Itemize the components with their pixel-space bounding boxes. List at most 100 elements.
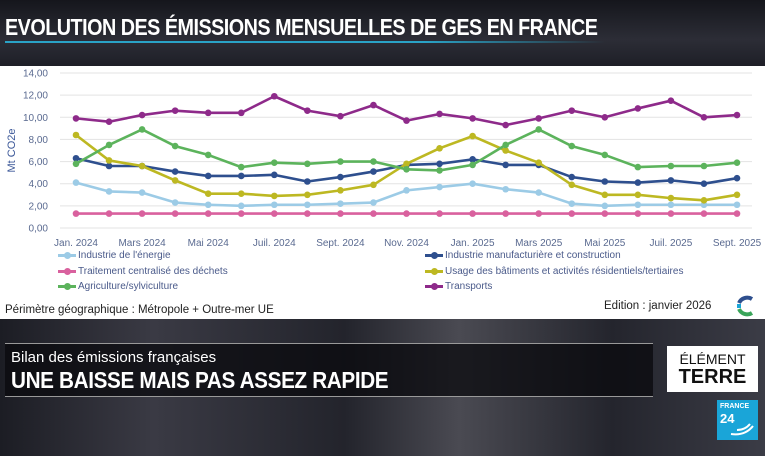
data-point (304, 191, 311, 199)
data-point (72, 160, 80, 168)
channel-logo-line1: FRANCE (720, 403, 750, 410)
data-point (733, 111, 741, 119)
line-chart: 0,00 2,00 4,00 6,00 8,00 10,00 12,00 14,00 Mt CO… (6, 69, 762, 250)
data-point (700, 113, 708, 121)
data-point (370, 210, 377, 217)
data-point (634, 201, 642, 209)
legend-swatch (58, 268, 76, 275)
data-point (370, 181, 377, 189)
data-point (271, 192, 278, 200)
x-tick-label: Jan. 2024 (54, 238, 98, 249)
data-point (601, 202, 609, 210)
data-point (204, 210, 212, 217)
data-point (502, 185, 509, 193)
data-point (304, 160, 311, 168)
data-point (370, 158, 377, 165)
data-point (667, 97, 675, 104)
data-point (72, 131, 80, 139)
data-point (535, 210, 542, 217)
data-point (72, 179, 80, 186)
data-point (436, 167, 443, 174)
data-point (502, 210, 509, 217)
data-point (568, 181, 576, 189)
data-point (337, 187, 344, 194)
data-point (634, 163, 642, 171)
data-point (469, 161, 476, 169)
data-point (72, 210, 80, 217)
y-tick-label: 12,00 (23, 91, 48, 102)
data-point (667, 210, 675, 217)
source-logo-icon (737, 295, 754, 317)
data-point (436, 183, 443, 191)
data-point (667, 201, 675, 209)
data-point (502, 141, 509, 149)
show-logo: ÉLÉMENT TERRE (667, 346, 758, 392)
y-tick-label: 0,00 (29, 224, 49, 235)
data-point (634, 210, 642, 217)
data-point (204, 172, 212, 180)
data-point (171, 210, 179, 217)
data-point (237, 109, 245, 117)
x-tick-label: Mai 2025 (584, 238, 626, 249)
data-point (700, 197, 708, 204)
legend-label: Traitement centralisé des déchets (78, 266, 228, 277)
data-point (105, 162, 113, 170)
data-point (237, 190, 245, 197)
legend-swatch (425, 268, 443, 275)
data-point (436, 210, 443, 217)
data-point (171, 199, 179, 206)
data-point (436, 160, 443, 168)
data-point (237, 163, 245, 171)
data-point (601, 113, 609, 121)
chart-panel: 0,00 2,00 4,00 6,00 8,00 10,00 12,00 14,00 Mt CO… (0, 66, 765, 319)
legend-item: Traitement centralisé des déchets (58, 266, 228, 277)
x-tick-label: Sept. 2025 (713, 238, 762, 249)
data-point (436, 144, 443, 152)
data-point (304, 178, 311, 185)
y-tick-label: 10,00 (23, 113, 48, 124)
legend-swatch (58, 283, 76, 290)
legend-label: Industrie manufacturière et construction (445, 250, 621, 261)
data-point (171, 107, 179, 114)
data-point (403, 166, 410, 173)
data-point (601, 178, 609, 185)
x-tick-label: Mars 2024 (118, 238, 166, 249)
data-point (568, 200, 576, 207)
data-point (237, 172, 245, 180)
lower-third: Bilan des émissions françaises UNE BAISS… (5, 343, 653, 397)
data-point (237, 202, 245, 210)
data-point (601, 191, 609, 199)
x-tick-label: Mai 2024 (188, 238, 230, 249)
legend-label: Industrie de l'énergie (78, 250, 171, 261)
data-point (370, 168, 377, 175)
data-point (535, 126, 542, 133)
data-point (436, 110, 443, 118)
data-point (403, 160, 410, 168)
x-tick-label: Sept. 2024 (316, 238, 365, 249)
y-tick-label: 8,00 (29, 135, 49, 146)
data-point (403, 210, 410, 217)
data-point (171, 142, 179, 150)
data-point (337, 200, 344, 207)
data-point (733, 210, 741, 217)
data-point (138, 111, 146, 119)
x-tick-label: Jan. 2025 (451, 238, 495, 249)
data-point (568, 142, 576, 150)
data-point (204, 151, 212, 159)
data-point (502, 161, 509, 169)
data-point (237, 210, 245, 217)
data-point (271, 171, 278, 179)
data-point (337, 173, 344, 181)
data-point (271, 201, 278, 209)
lower-third-subtitle: Bilan des émissions françaises (11, 349, 217, 366)
legend-item: Industrie de l'énergie (58, 250, 171, 261)
y-tick-label: 14,00 (23, 69, 48, 80)
legend-swatch (58, 252, 76, 259)
data-point (105, 188, 113, 195)
data-point (469, 132, 476, 140)
data-point (204, 201, 212, 209)
legend-item: Usage des bâtiments et activités résiden… (425, 266, 683, 277)
data-point (667, 177, 675, 184)
page-title: EVOLUTION DES ÉMISSIONS MENSUELLES DE GE… (5, 14, 598, 40)
data-point (105, 141, 113, 149)
